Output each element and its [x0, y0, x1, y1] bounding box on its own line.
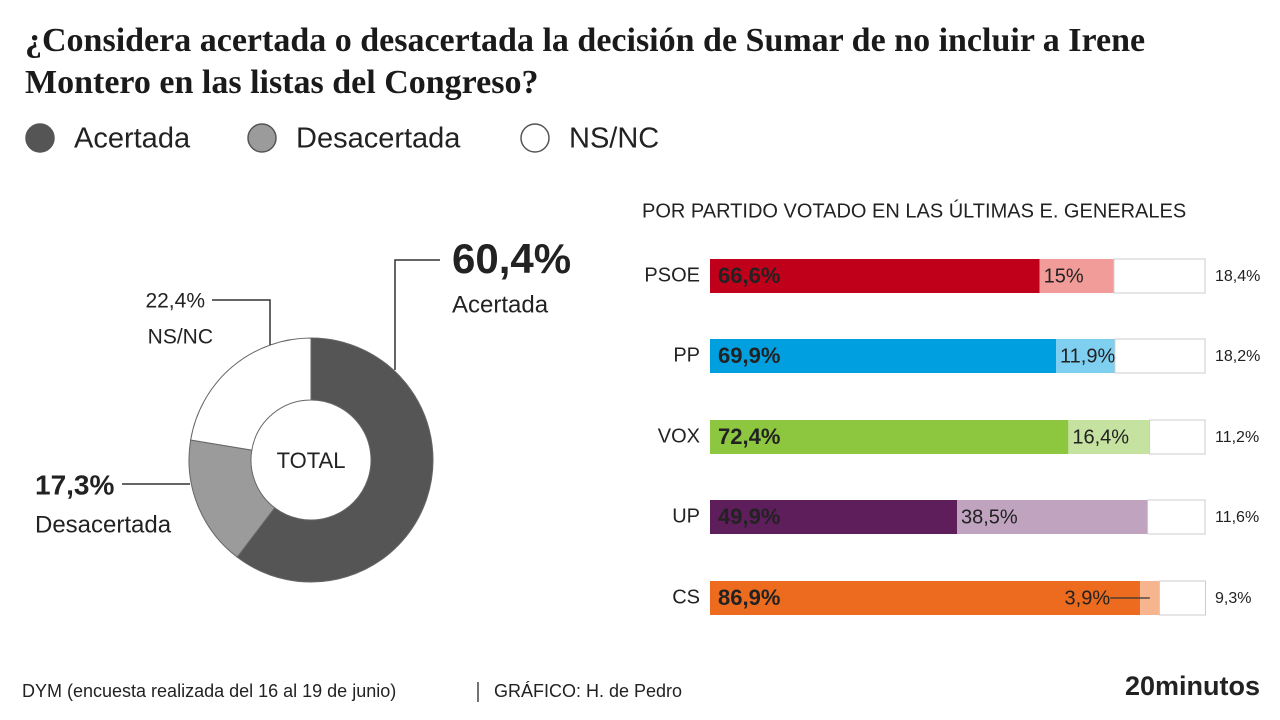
bar-segment — [710, 420, 1069, 454]
bar-value-label: 49,9% — [718, 504, 780, 529]
slice-value-label: 17,3% — [35, 469, 114, 500]
bar-value-label: 66,6% — [718, 263, 780, 288]
bar-segment — [1056, 339, 1115, 373]
bar-value-label: 18,4% — [1215, 268, 1260, 285]
bar-segment — [1140, 581, 1160, 615]
bar-segment — [957, 500, 1148, 534]
bar-value-label: 18,2% — [1215, 348, 1260, 365]
donut-slice — [236, 337, 434, 583]
bar-value-label: 16,4% — [1072, 426, 1129, 448]
bar-value-label: 11,6% — [1215, 509, 1259, 526]
bar-segment — [1113, 258, 1206, 294]
bar-value-label: 11,2% — [1215, 429, 1259, 446]
legend-label: NS/NC — [569, 123, 659, 155]
bar-segment — [710, 259, 1040, 293]
y-tick-label: VOX — [658, 425, 700, 447]
bar-segment — [1149, 419, 1206, 455]
slice-value-label: 22,4% — [145, 290, 205, 313]
y-tick-label: CS — [672, 586, 700, 608]
legend-label: Desacertada — [296, 123, 461, 155]
bar-value-label: 9,3% — [1215, 590, 1251, 607]
y-tick-label: UP — [672, 505, 700, 527]
legend-label: Acertada — [74, 123, 191, 155]
bar-value-label: 11,9% — [1060, 345, 1115, 367]
bar-segment — [1158, 580, 1206, 616]
chart-title: ¿Considera acertada o desacertada la dec… — [25, 22, 1146, 101]
bar-segment — [710, 500, 958, 534]
bar-value-label: 72,4% — [718, 424, 780, 449]
slice-name-label: Desacertada — [35, 511, 172, 538]
legend-swatch — [25, 123, 55, 153]
bar-segment — [1068, 420, 1150, 454]
y-tick-label: PP — [673, 344, 700, 366]
y-tick-label: PSOE — [644, 264, 700, 286]
chart-subtitle: POR PARTIDO VOTADO EN LAS ÚLTIMAS E. GEN… — [642, 199, 1186, 222]
bar-segment — [710, 339, 1057, 373]
bar-segment — [1039, 259, 1114, 293]
donut-slice — [190, 337, 312, 451]
bar-value-label: 38,5% — [961, 506, 1018, 528]
bar-value-label: 86,9% — [718, 585, 780, 610]
brand: 20minutos — [1125, 671, 1260, 701]
slice-name-label: NS/NC — [148, 326, 213, 349]
legend-swatch — [247, 123, 277, 153]
bar-segment — [1114, 338, 1206, 374]
donut-center-label: TOTAL — [277, 448, 346, 473]
slice-value-label: 60,4% — [452, 235, 571, 282]
leader-line — [394, 259, 440, 370]
bar-value-label: 3,9% — [1065, 587, 1111, 609]
bar-value-label: 15% — [1044, 265, 1084, 287]
credit: GRÁFICO: H. de Pedro — [494, 681, 682, 701]
source: DYM (encuesta realizada del 16 al 19 de … — [22, 681, 396, 701]
slice-name-label: Acertada — [452, 291, 549, 318]
legend-swatch — [520, 123, 550, 153]
bar-value-label: 69,9% — [718, 343, 780, 368]
leader-line — [212, 299, 271, 345]
bar-segment — [1147, 499, 1206, 535]
bar-segment — [710, 581, 1141, 615]
